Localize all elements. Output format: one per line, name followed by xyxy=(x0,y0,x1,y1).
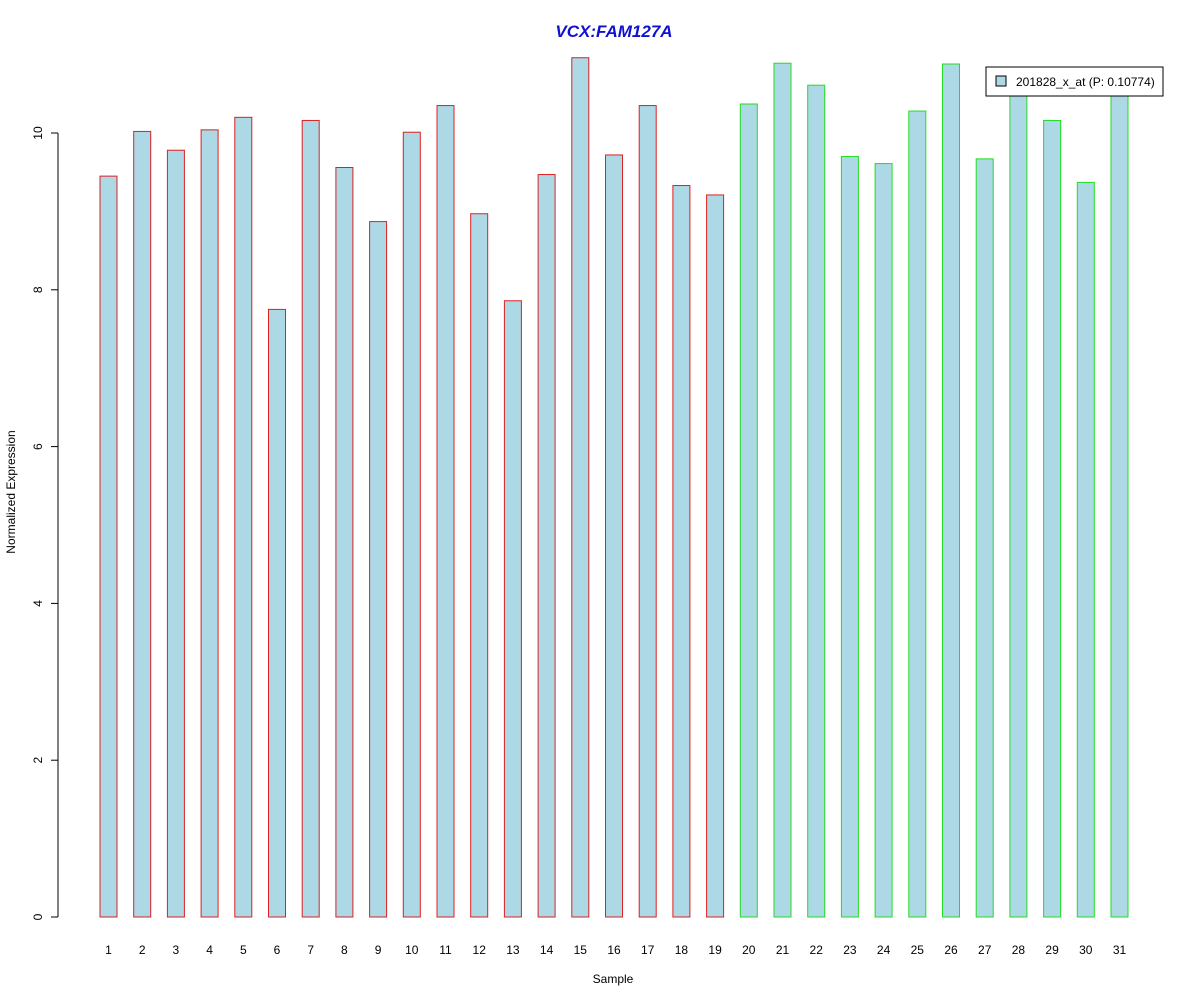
bar-sample-14 xyxy=(537,174,556,918)
x-tick-label-4: 4 xyxy=(206,943,213,957)
bar-sample-18 xyxy=(672,185,691,918)
x-tick-label-21: 21 xyxy=(776,943,790,957)
legend-swatch xyxy=(995,75,1007,87)
x-tick-label-30: 30 xyxy=(1079,943,1093,957)
bar-sample-16 xyxy=(605,154,623,918)
x-tick-label-9: 9 xyxy=(375,943,382,957)
y-tick-label: 2 xyxy=(31,757,45,764)
bar-sample-29 xyxy=(1043,119,1062,918)
bar-sample-21 xyxy=(773,62,792,918)
y-axis: 0 2 4 6 8 10 xyxy=(31,126,59,920)
bar-sample-22 xyxy=(807,84,826,918)
x-tick-label-7: 7 xyxy=(307,943,314,957)
bar-sample-23 xyxy=(840,156,859,918)
x-tick-label-2: 2 xyxy=(139,943,146,957)
bar-sample-20 xyxy=(739,103,758,918)
bar-sample-3 xyxy=(166,149,185,918)
x-tick-label-20: 20 xyxy=(742,943,756,957)
bar-sample-17 xyxy=(638,105,657,918)
bar-sample-5 xyxy=(234,116,253,918)
bar-sample-28 xyxy=(1009,73,1028,918)
x-tick-label-25: 25 xyxy=(911,943,925,957)
x-tick-label-24: 24 xyxy=(877,943,891,957)
x-tick-label-8: 8 xyxy=(341,943,348,957)
bar-sample-10 xyxy=(402,131,421,918)
y-tick-label: 8 xyxy=(31,286,45,293)
bar-sample-13 xyxy=(503,300,522,918)
x-tick-label-22: 22 xyxy=(810,943,824,957)
y-tick-label: 4 xyxy=(31,600,45,607)
bar-sample-8 xyxy=(335,166,354,918)
y-tick-label: 0 xyxy=(31,913,45,920)
x-tick-label-15: 15 xyxy=(574,943,588,957)
x-tick-label-31: 31 xyxy=(1113,943,1127,957)
bar-sample-19 xyxy=(706,194,725,918)
x-tick-label-27: 27 xyxy=(978,943,992,957)
y-tick-label: 6 xyxy=(31,443,45,450)
bar-sample-26 xyxy=(942,63,960,918)
bars-group xyxy=(99,57,1129,918)
bar-sample-2 xyxy=(133,130,152,918)
x-tick-label-19: 19 xyxy=(708,943,722,957)
x-tick-labels: 1 2 3 4 5 6 7 8 9 10 11 12 13 14 15 16 17 18 19 20 21 22 23 24 2… xyxy=(105,943,1126,957)
bar-sample-25 xyxy=(908,110,927,918)
x-tick-label-14: 14 xyxy=(540,943,554,957)
x-tick-label-5: 5 xyxy=(240,943,247,957)
x-tick-label-13: 13 xyxy=(506,943,520,957)
x-axis-title: Sample xyxy=(593,972,634,986)
x-tick-label-1: 1 xyxy=(105,943,112,957)
bar-sample-4 xyxy=(200,129,219,918)
legend-box xyxy=(985,66,1164,97)
bar-sample-12 xyxy=(470,213,489,918)
bar-sample-9 xyxy=(369,221,388,918)
bar-sample-24 xyxy=(874,163,893,918)
y-axis-title: Normalized Expression xyxy=(4,430,18,553)
bar-sample-31 xyxy=(1110,81,1129,918)
chart-title: VCX:FAM127A xyxy=(555,22,672,41)
x-tick-label-18: 18 xyxy=(675,943,689,957)
bar-sample-30 xyxy=(1076,181,1095,918)
bar-sample-1 xyxy=(99,175,118,918)
bar-sample-27 xyxy=(975,158,994,918)
bar-sample-11 xyxy=(436,105,455,918)
bar-sample-7 xyxy=(301,119,320,918)
x-tick-label-3: 3 xyxy=(173,943,180,957)
x-tick-label-6: 6 xyxy=(274,943,281,957)
x-tick-label-26: 26 xyxy=(944,943,958,957)
x-tick-label-10: 10 xyxy=(405,943,419,957)
x-tick-label-23: 23 xyxy=(843,943,857,957)
x-tick-label-28: 28 xyxy=(1012,943,1026,957)
x-tick-label-17: 17 xyxy=(641,943,655,957)
x-tick-label-29: 29 xyxy=(1045,943,1059,957)
x-tick-label-16: 16 xyxy=(607,943,621,957)
bar-sample-6 xyxy=(268,308,286,918)
bar-sample-15 xyxy=(571,57,590,918)
x-tick-label-11: 11 xyxy=(439,943,452,957)
x-tick-label-12: 12 xyxy=(473,943,487,957)
legend: 201828_x_at (P: 0.10774) xyxy=(985,66,1164,97)
legend-label: 201828_x_at (P: 0.10774) xyxy=(1016,75,1155,89)
y-tick-label: 10 xyxy=(31,126,45,140)
